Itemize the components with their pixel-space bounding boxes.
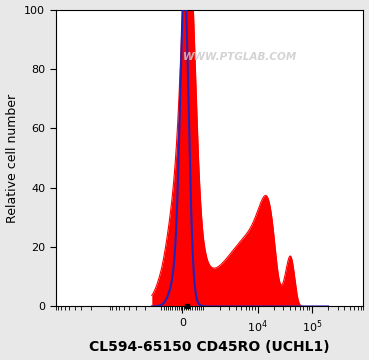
Text: WWW.PTGLAB.COM: WWW.PTGLAB.COM — [183, 52, 297, 62]
X-axis label: CL594-65150 CD45RO (UCHL1): CL594-65150 CD45RO (UCHL1) — [89, 341, 330, 355]
Y-axis label: Relative cell number: Relative cell number — [6, 94, 18, 222]
